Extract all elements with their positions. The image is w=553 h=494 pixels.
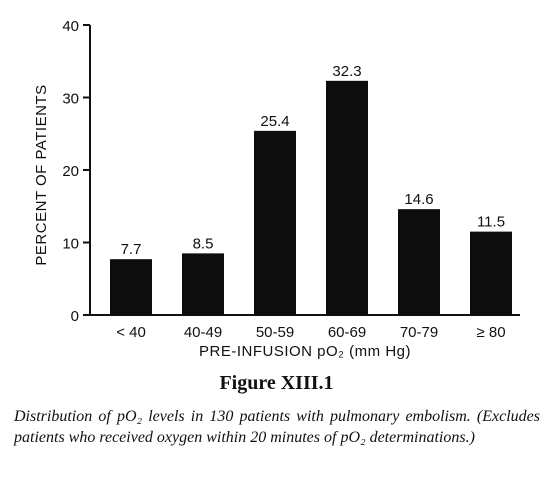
y-tick-label: 0 [71, 308, 79, 325]
bar [182, 253, 224, 315]
bars [110, 80, 512, 315]
bar-value-label: 11.5 [477, 214, 505, 231]
y-tick-label: 10 [62, 236, 79, 253]
bar-value-label: 7.7 [121, 241, 142, 258]
bar-value-label: 32.3 [332, 63, 361, 80]
x-tick-label: 40-49 [184, 324, 222, 341]
bar-value-label: 25.4 [260, 113, 289, 130]
bar [470, 231, 512, 315]
data-labels: 7.7 8.5 25.4 32.3 14.6 11.5 [121, 63, 505, 258]
x-tick-label: 70-79 [400, 324, 438, 341]
figure-caption: Distribution of pO₂ levels in 130 patien… [14, 408, 540, 446]
x-tick-label: ≥ 80 [476, 324, 505, 341]
axes: 0 10 20 30 40 < 40 40-49 50-59 60-69 70-79 ≥ 80 [62, 18, 520, 341]
y-axis-title: PERCENT OF PATIENTS [33, 84, 50, 265]
bar-value-label: 14.6 [404, 191, 433, 208]
x-tick-label: 50-59 [256, 324, 294, 341]
x-tick-label: 60-69 [328, 324, 366, 341]
y-tick-label: 40 [62, 18, 79, 35]
bar-value-label: 8.5 [193, 235, 214, 252]
bar [254, 130, 296, 315]
x-axis-title: PRE-INFUSION pO₂ (mm Hg) [199, 343, 411, 360]
y-tick-label: 30 [62, 91, 79, 108]
bar [398, 209, 440, 315]
y-tick-label: 20 [62, 163, 79, 180]
bar [110, 259, 152, 315]
x-tick-label: < 40 [116, 324, 146, 341]
bar [326, 80, 368, 315]
figure-label: Figure XIII.1 [219, 372, 334, 394]
